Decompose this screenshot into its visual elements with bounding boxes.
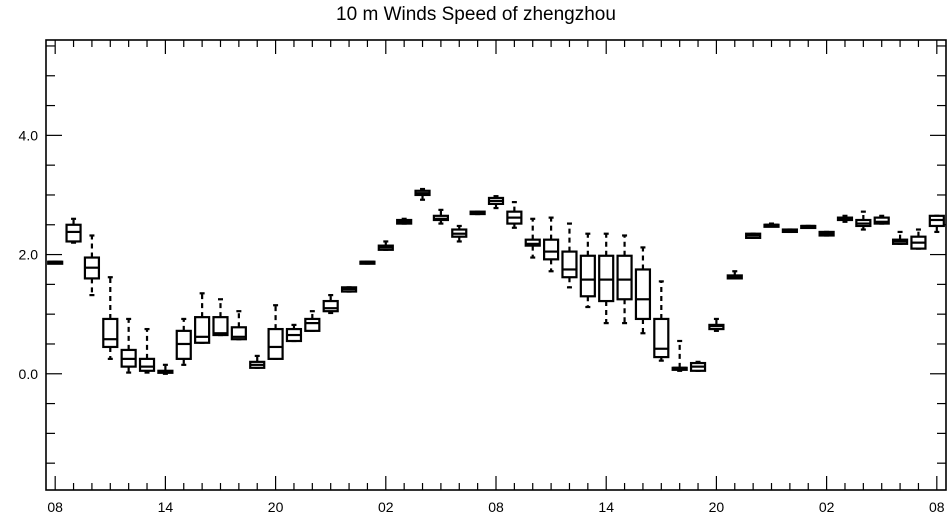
x-tick-label: 08 — [929, 499, 945, 515]
x-tick-label: 14 — [158, 499, 174, 515]
iqr-box — [873, 216, 890, 225]
x-tick-label: 14 — [598, 499, 614, 515]
box-30 — [598, 232, 615, 325]
box-43 — [836, 214, 854, 223]
box-3 — [102, 276, 119, 360]
x-tick-label: 20 — [268, 499, 284, 515]
y-tick-label: 2.0 — [19, 247, 39, 263]
boxes — [47, 187, 945, 375]
iqr-box — [212, 316, 229, 337]
iqr-box — [653, 317, 670, 359]
box-7 — [175, 317, 192, 366]
x-axis: 08 14 20 02 08 14 20 02 08 — [47, 40, 945, 515]
box-23 — [469, 210, 486, 216]
iqr-box — [304, 317, 321, 332]
box-16 — [340, 286, 358, 293]
box-20 — [414, 187, 431, 201]
y-axis: 0.0 2.0 4.0 — [19, 45, 946, 464]
box-27 — [543, 216, 560, 273]
box-47 — [910, 228, 927, 250]
y-tick-label: 4.0 — [19, 127, 39, 143]
box-19 — [396, 217, 413, 225]
box-22 — [451, 224, 468, 243]
iqr-box — [543, 238, 560, 261]
iqr-box — [524, 238, 541, 247]
box-10 — [230, 310, 247, 341]
iqr-box — [579, 254, 596, 298]
box-1 — [65, 217, 82, 244]
box-33 — [653, 280, 670, 362]
iqr-box — [616, 254, 633, 301]
box-14 — [304, 310, 321, 332]
box-36 — [708, 317, 725, 332]
chart-title: 10 m Winds Speed of zhengzhou — [336, 4, 616, 25]
box-4 — [120, 317, 137, 374]
iqr-box — [138, 357, 156, 372]
box-26 — [524, 217, 541, 259]
iqr-box — [322, 299, 339, 313]
box-0 — [47, 260, 64, 265]
box-25 — [506, 201, 523, 229]
box-37 — [726, 270, 743, 280]
box-24 — [487, 195, 505, 210]
box-15 — [322, 293, 339, 315]
iqr-box — [194, 316, 211, 344]
box-2 — [83, 234, 101, 297]
x-tick-label: 08 — [488, 499, 504, 515]
box-8 — [194, 292, 211, 344]
box-5 — [138, 327, 156, 374]
box-38 — [745, 232, 762, 239]
box-12 — [267, 304, 284, 360]
box-48 — [928, 214, 945, 234]
box-17 — [359, 260, 376, 265]
box-21 — [432, 208, 449, 225]
iqr-box — [102, 317, 119, 349]
iqr-box — [634, 268, 652, 321]
box-9 — [212, 298, 229, 337]
box-13 — [285, 323, 303, 343]
box-40 — [781, 228, 798, 234]
x-tick-label: 08 — [47, 499, 63, 515]
x-tick-label: 02 — [378, 499, 394, 515]
box-39 — [763, 222, 780, 228]
iqr-box — [65, 223, 82, 243]
iqr-box — [598, 254, 615, 303]
box-44 — [855, 210, 872, 231]
box-29 — [579, 232, 596, 309]
box-31 — [616, 234, 633, 325]
box-42 — [818, 230, 835, 237]
box-18 — [377, 240, 394, 251]
plot-frame — [45, 39, 947, 491]
x-tick-label: 02 — [819, 499, 835, 515]
y-tick-label: 0.0 — [19, 366, 39, 382]
box-28 — [561, 222, 578, 289]
box-6 — [157, 363, 174, 375]
box-34 — [671, 339, 688, 372]
box-35 — [689, 360, 707, 372]
box-32 — [634, 246, 652, 335]
box-46 — [891, 230, 909, 245]
box-45 — [873, 214, 890, 225]
box-41 — [800, 224, 817, 230]
box-11 — [249, 354, 266, 369]
iqr-box — [561, 250, 578, 279]
x-tick-label: 20 — [709, 499, 725, 515]
iqr-box — [267, 327, 284, 360]
iqr-box — [230, 326, 247, 341]
